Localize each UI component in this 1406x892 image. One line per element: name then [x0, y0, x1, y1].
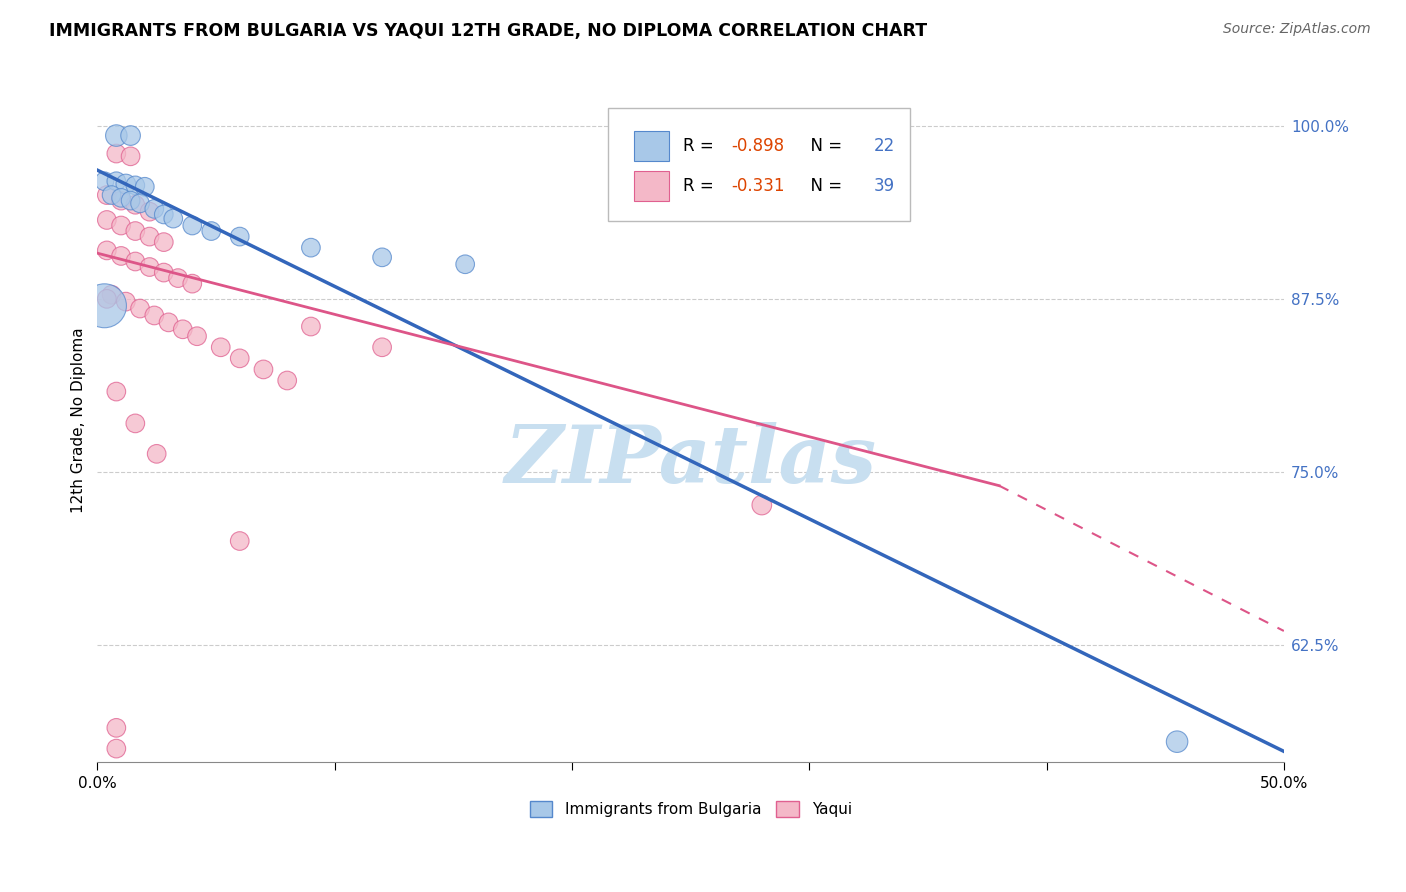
Point — [152, 207, 174, 221]
Point — [96, 213, 118, 227]
Point — [181, 277, 204, 291]
Text: -0.331: -0.331 — [731, 177, 785, 194]
Point — [105, 146, 128, 161]
Text: 39: 39 — [873, 177, 894, 194]
Text: -0.898: -0.898 — [731, 137, 785, 155]
Point — [152, 266, 174, 280]
Point — [157, 315, 180, 329]
Point — [124, 198, 146, 212]
Point — [143, 309, 166, 323]
Point — [105, 721, 128, 735]
Y-axis label: 12th Grade, No Diploma: 12th Grade, No Diploma — [72, 327, 86, 513]
Point — [200, 224, 222, 238]
Point — [93, 299, 115, 313]
Point — [110, 194, 132, 208]
Point — [138, 204, 160, 219]
Text: IMMIGRANTS FROM BULGARIA VS YAQUI 12TH GRADE, NO DIPLOMA CORRELATION CHART: IMMIGRANTS FROM BULGARIA VS YAQUI 12TH G… — [49, 22, 928, 40]
Point — [143, 202, 166, 216]
Text: 22: 22 — [873, 137, 894, 155]
Point — [134, 179, 156, 194]
Point — [229, 534, 252, 549]
Point — [181, 219, 204, 233]
Point — [110, 249, 132, 263]
Point — [209, 340, 232, 354]
Point — [229, 229, 252, 244]
Point — [162, 211, 184, 226]
Point — [299, 241, 322, 255]
Point — [105, 174, 128, 188]
Point — [105, 384, 128, 399]
Point — [138, 260, 160, 274]
Point — [110, 219, 132, 233]
Point — [110, 191, 132, 205]
Point — [1166, 734, 1188, 748]
Point — [454, 257, 477, 271]
Point — [100, 188, 122, 202]
Point — [105, 128, 128, 143]
Point — [120, 149, 142, 163]
Legend: Immigrants from Bulgaria, Yaqui: Immigrants from Bulgaria, Yaqui — [523, 795, 858, 823]
Point — [96, 188, 118, 202]
Point — [124, 417, 146, 431]
Text: Source: ZipAtlas.com: Source: ZipAtlas.com — [1223, 22, 1371, 37]
Point — [96, 292, 118, 306]
FancyBboxPatch shape — [607, 108, 910, 221]
Bar — [634, 170, 669, 201]
Point — [100, 287, 122, 301]
Point — [124, 178, 146, 193]
Point — [152, 235, 174, 249]
Point — [252, 362, 274, 376]
Point — [145, 447, 167, 461]
Text: R =: R = — [683, 137, 720, 155]
Point — [96, 244, 118, 258]
Point — [172, 322, 194, 336]
Text: N =: N = — [800, 177, 848, 194]
Text: R =: R = — [683, 177, 720, 194]
Bar — [634, 131, 669, 161]
Point — [138, 229, 160, 244]
Point — [276, 374, 298, 388]
Point — [114, 177, 136, 191]
Point — [167, 271, 190, 285]
Point — [229, 351, 252, 366]
Point — [371, 250, 394, 264]
Point — [129, 196, 152, 211]
Point — [124, 224, 146, 238]
Point — [105, 741, 128, 756]
Point — [371, 340, 394, 354]
Point — [751, 498, 773, 512]
Point — [93, 174, 115, 188]
Point — [186, 329, 208, 343]
Point — [129, 301, 152, 316]
Point — [120, 128, 142, 143]
Text: N =: N = — [800, 137, 848, 155]
Point — [299, 319, 322, 334]
Point — [124, 254, 146, 268]
Text: ZIPatlas: ZIPatlas — [505, 422, 877, 500]
Point — [120, 194, 142, 208]
Point — [114, 294, 136, 309]
